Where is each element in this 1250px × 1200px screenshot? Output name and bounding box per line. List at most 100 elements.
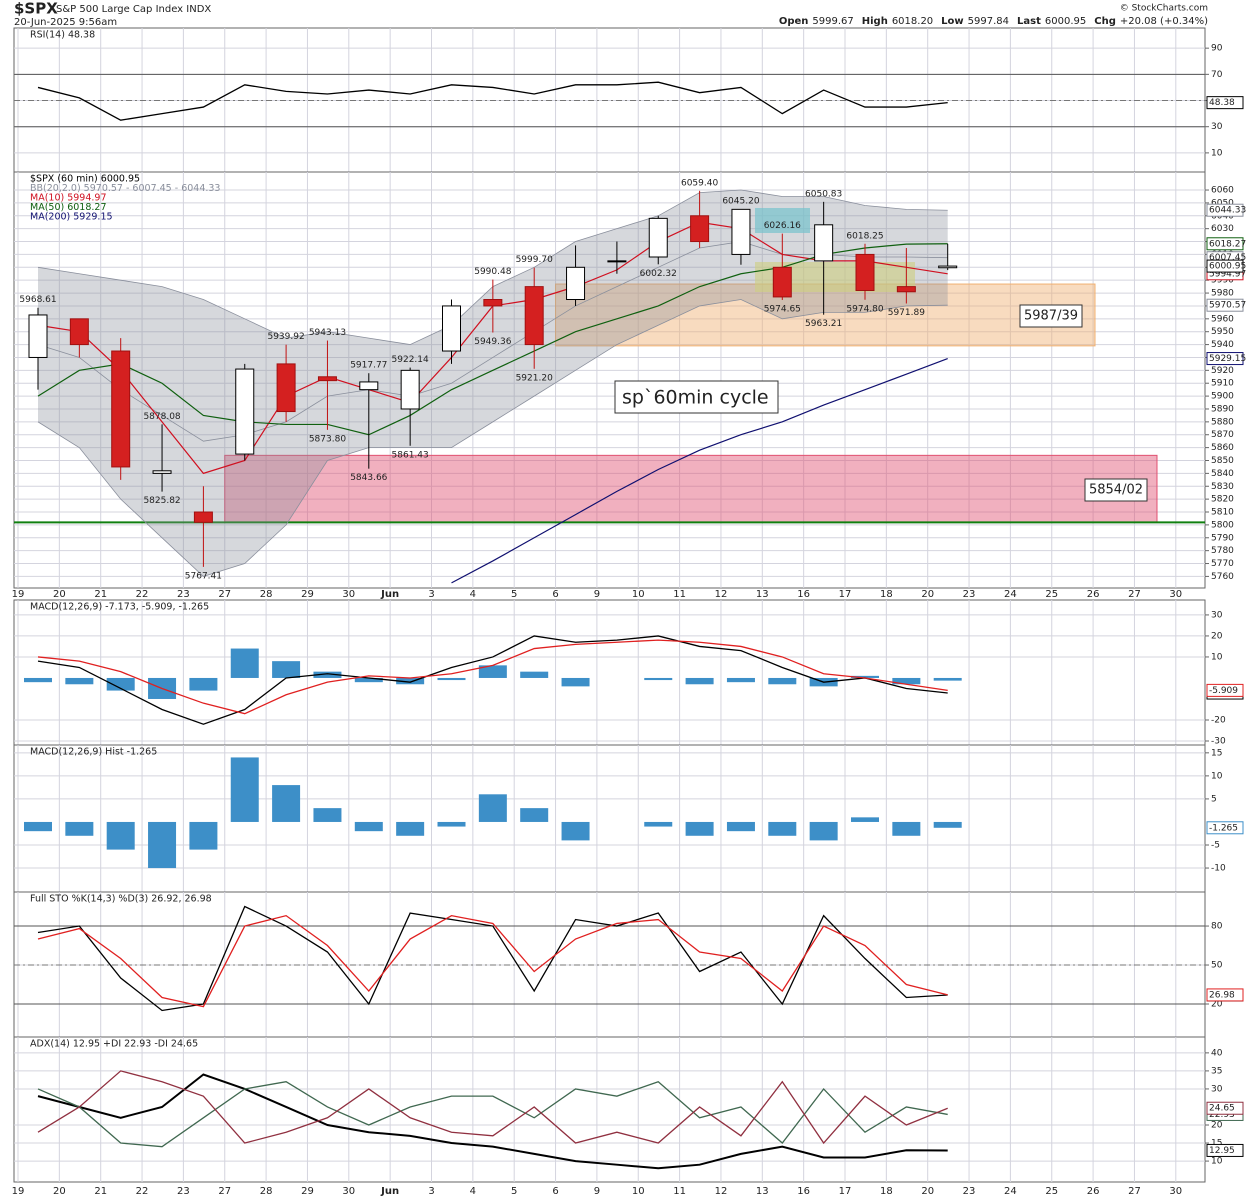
x-tick-label: 10 [632,1186,645,1197]
panel [14,600,1205,745]
panel-frame [13,744,1206,893]
highlight [755,208,810,233]
low-label: 5963.21 [805,319,842,329]
value-badge-label: 22.93 [1209,1110,1235,1120]
x-tick-label: 11 [673,589,686,600]
x-tick-label: 16 [797,1186,810,1197]
histogram-bar [726,677,755,683]
histogram-bar [851,817,879,822]
histogram-bar [892,677,921,685]
low-label: 5843.66 [350,473,387,483]
y-tick-label: 15 [1211,1139,1222,1149]
moving-average [451,357,948,584]
zone-label-box [1019,304,1083,328]
x-tick-label: 28 [260,589,273,600]
value-badge [1206,237,1244,251]
value-badge-label: -1.265 [1209,823,1238,833]
high-label: 6050.83 [805,189,842,199]
histogram-bar [230,757,259,822]
legend-entry: MA(200) 5929.15 [30,212,113,223]
legend-entry: MA(10) 5994.97 [30,193,107,204]
indicator-line [37,1073,948,1170]
candle-body [690,215,710,243]
histogram-bar [313,671,342,678]
zone-label: 5854/02 [1089,483,1143,498]
x-tick-label: 23 [963,1186,976,1197]
x-tick-label: 23 [177,1186,190,1197]
y-tick-label: 10 [1211,148,1223,158]
x-tick-label: 9 [594,589,600,600]
quote-value: 5997.84 [968,16,1009,27]
x-tick-label: 19 [12,589,25,600]
x-tick-label: 17 [839,589,852,600]
candle-body [938,265,958,269]
indicator-line [37,914,948,1008]
histogram-bar [272,661,301,678]
datetime: 20-Jun-2025 9:56am [14,17,117,28]
x-tick-label: 30 [1169,1186,1182,1197]
x-tick-label: 23 [963,589,976,600]
low-label: 5825.82 [143,496,180,506]
y-tick-label: 10 [1211,771,1223,781]
x-tick-label: 11 [673,1186,686,1197]
x-tick-label: 12 [715,1186,728,1197]
x-tick-label: 30 [342,1186,355,1197]
value-badge [1206,1143,1244,1157]
histogram-bar [520,671,549,678]
y-tick-label: 90 [1211,44,1223,54]
credit: © StockCharts.com [1120,4,1208,14]
y-tick-label: 30 [1211,610,1223,620]
y-tick-label: 5800 [1211,520,1234,530]
candle-body [235,368,255,455]
x-tick-label: 26 [1087,589,1100,600]
y-tick-label: 10 [1211,1157,1223,1167]
candle-body [731,208,751,255]
y-tick-label: 5890 [1211,404,1234,414]
bollinger-band [38,190,948,577]
panel-frame [13,1036,1206,1183]
x-tick-label: 18 [880,589,893,600]
panel [14,745,1205,892]
indicator-line [37,81,948,121]
candle-body [111,350,131,468]
x-tick-label: Jun [380,1186,399,1197]
histogram-bar [313,808,342,822]
x-tick-label: 24 [1004,589,1017,600]
y-tick-label: 5880 [1211,417,1234,427]
high-label: 6026.16 [764,221,801,231]
x-tick-label: 23 [177,589,190,600]
quote-value: 5999.67 [812,16,853,27]
histogram-bar [24,677,52,683]
quote-value: 6000.95 [1045,16,1086,27]
index-name: S&P 500 Large Cap Index INDX [56,4,211,15]
x-tick-label: 9 [594,1186,600,1197]
x-tick-label: 4 [470,1186,476,1197]
low-label: 5949.36 [474,337,511,347]
y-tick-label: 5810 [1211,508,1234,518]
x-tick-label: 13 [756,589,769,600]
panel [14,172,1205,588]
legend-entry: MACD(12,26,9) -7.173, -5.909, -1.265 [30,602,209,613]
candle-body [566,266,586,301]
histogram-bar [437,821,466,827]
x-tick-label: 27 [218,589,231,600]
y-tick-label: 20 [1211,631,1223,641]
y-tick-label: 40 [1211,1048,1223,1058]
histogram-bar [685,821,714,836]
x-tick-label: 30 [1169,589,1182,600]
value-badge-label: 26.98 [1209,990,1235,1000]
value-badge-label: 5994.97 [1209,269,1246,279]
name: S&P 500 Large Cap Index [56,4,183,15]
y-tick-label: -20 [1211,715,1226,725]
histogram-bar [933,677,962,681]
high-label: 5878.08 [143,412,180,422]
y-tick-label: 5980 [1211,289,1234,299]
value-badge [1206,96,1244,110]
x-tick-label: 20 [921,589,934,600]
zone [555,283,1096,347]
value-badge-label: -5.909 [1209,686,1238,696]
x-tick-label: 4 [470,589,476,600]
x-tick-label: 25 [1045,589,1058,600]
band-middle [37,241,948,442]
histogram-bar [933,821,962,828]
